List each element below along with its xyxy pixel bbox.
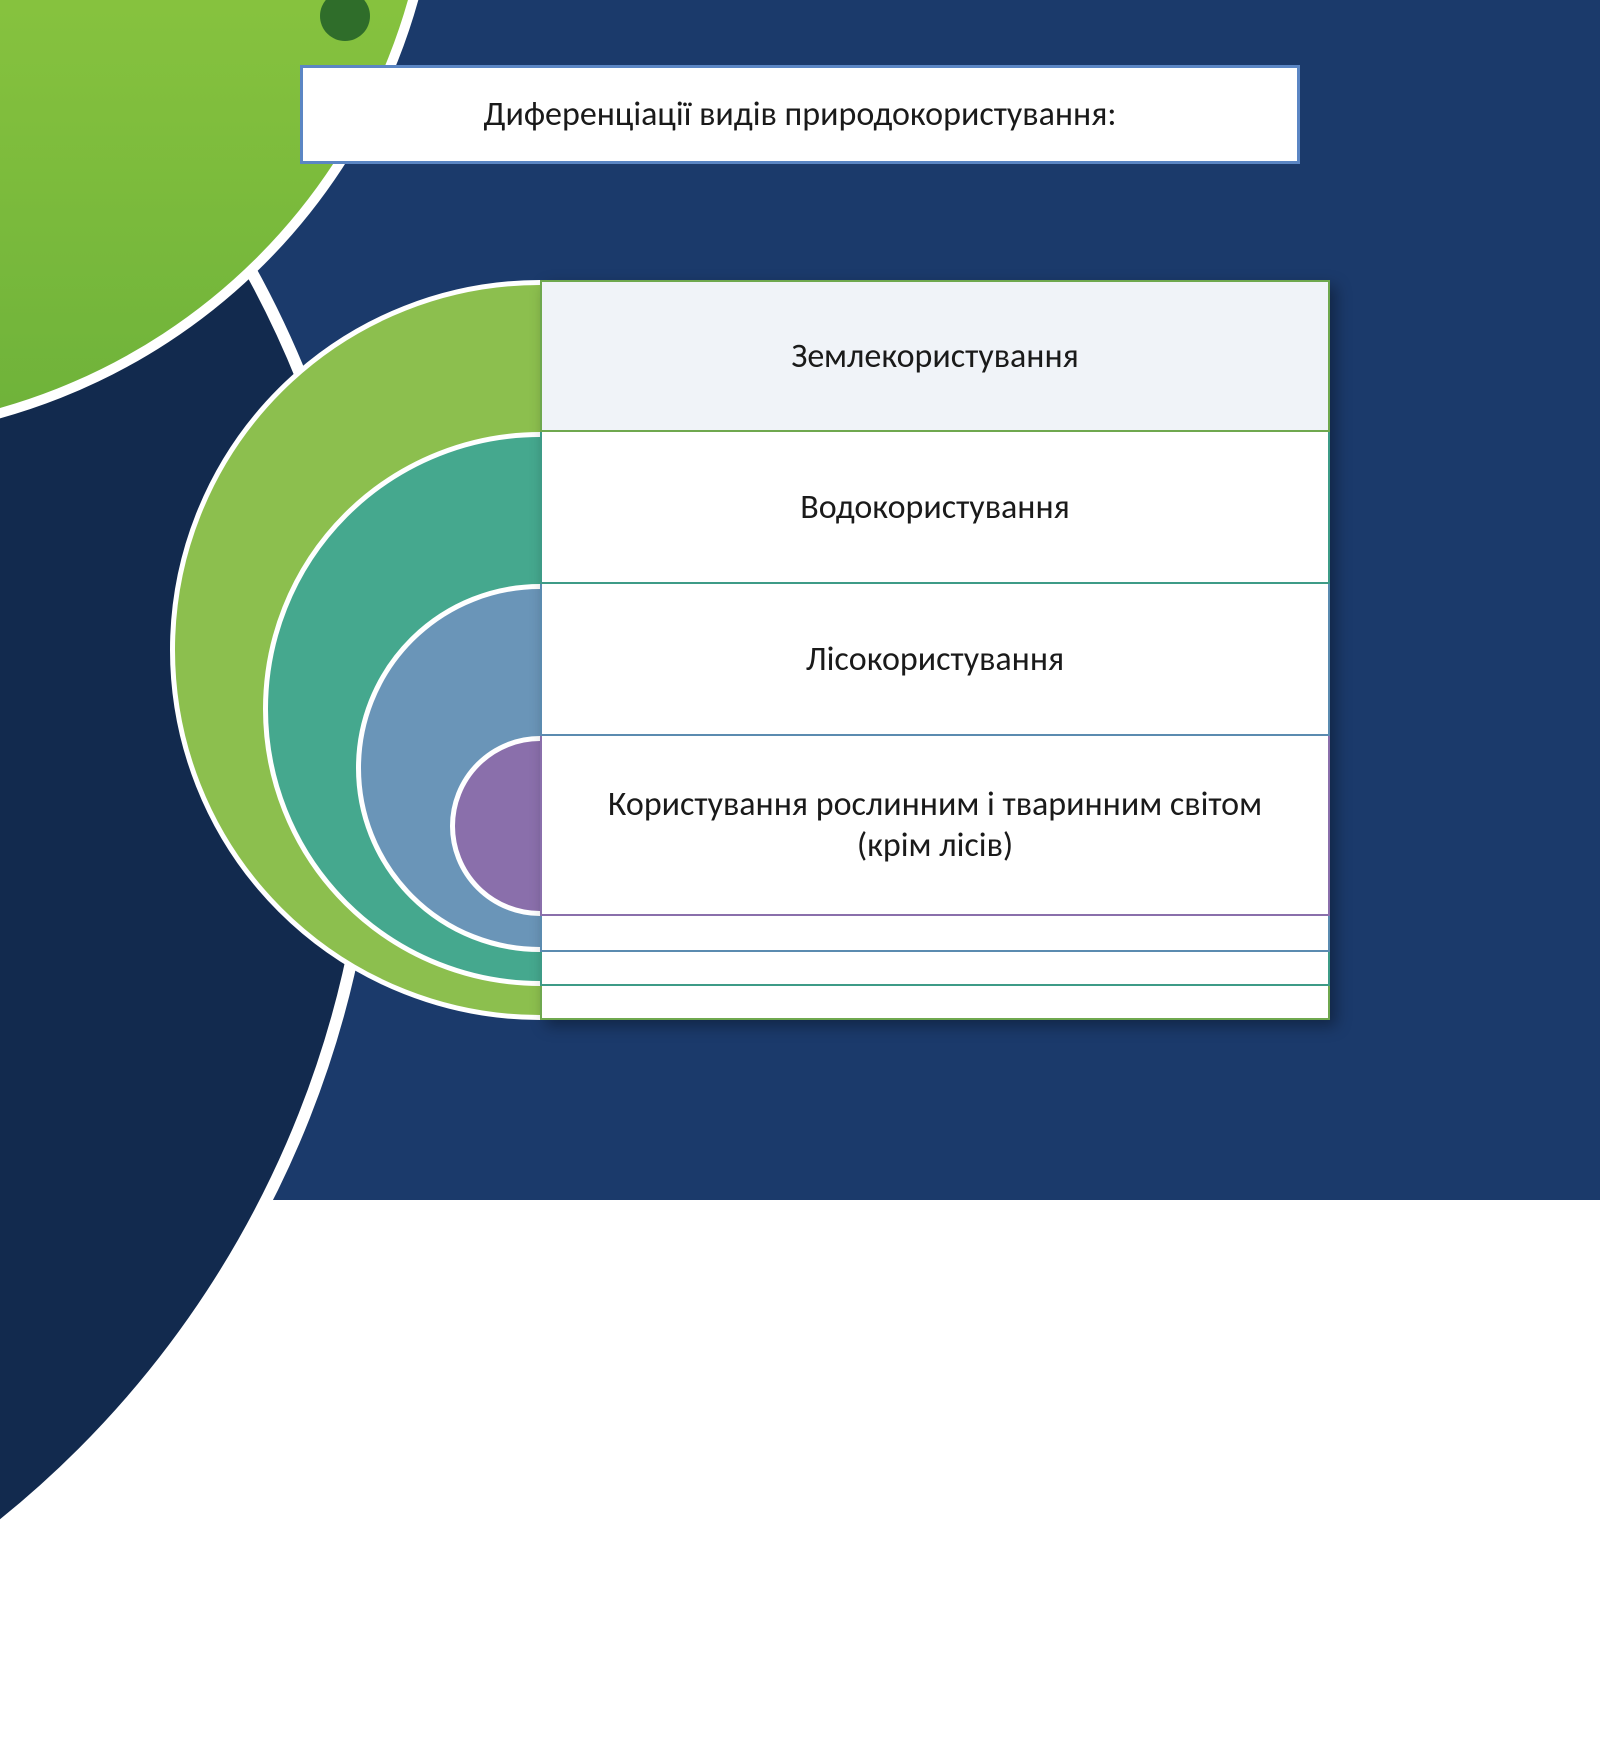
list-row-spacer-3 — [540, 986, 1330, 1020]
list-row-1: Землекористування — [540, 280, 1330, 432]
list-row-spacer-1 — [540, 916, 1330, 952]
list-row-2: Водокористування — [540, 432, 1330, 584]
slide-root: Диференціації видів природокористування:… — [0, 0, 1600, 1200]
title-box: Диференціації видів природокористування: — [300, 65, 1300, 164]
list-row-4: Користування рослинним і тваринним світо… — [540, 736, 1330, 916]
nested-semicircle-diagram: Землекористування Водокористування Лісок… — [270, 280, 1330, 1020]
title-text: Диференціації видів природокористування: — [484, 94, 1117, 135]
list-row-1-label: Землекористування — [791, 336, 1079, 377]
list-row-3: Лісокористування — [540, 584, 1330, 736]
list-panel: Землекористування Водокористування Лісок… — [540, 280, 1330, 1020]
list-row-4-label: Користування рослинним і тваринним світо… — [582, 784, 1288, 866]
list-row-spacer-2 — [540, 952, 1330, 986]
list-row-2-label: Водокористування — [800, 487, 1070, 528]
list-row-3-label: Лісокористування — [806, 639, 1064, 680]
